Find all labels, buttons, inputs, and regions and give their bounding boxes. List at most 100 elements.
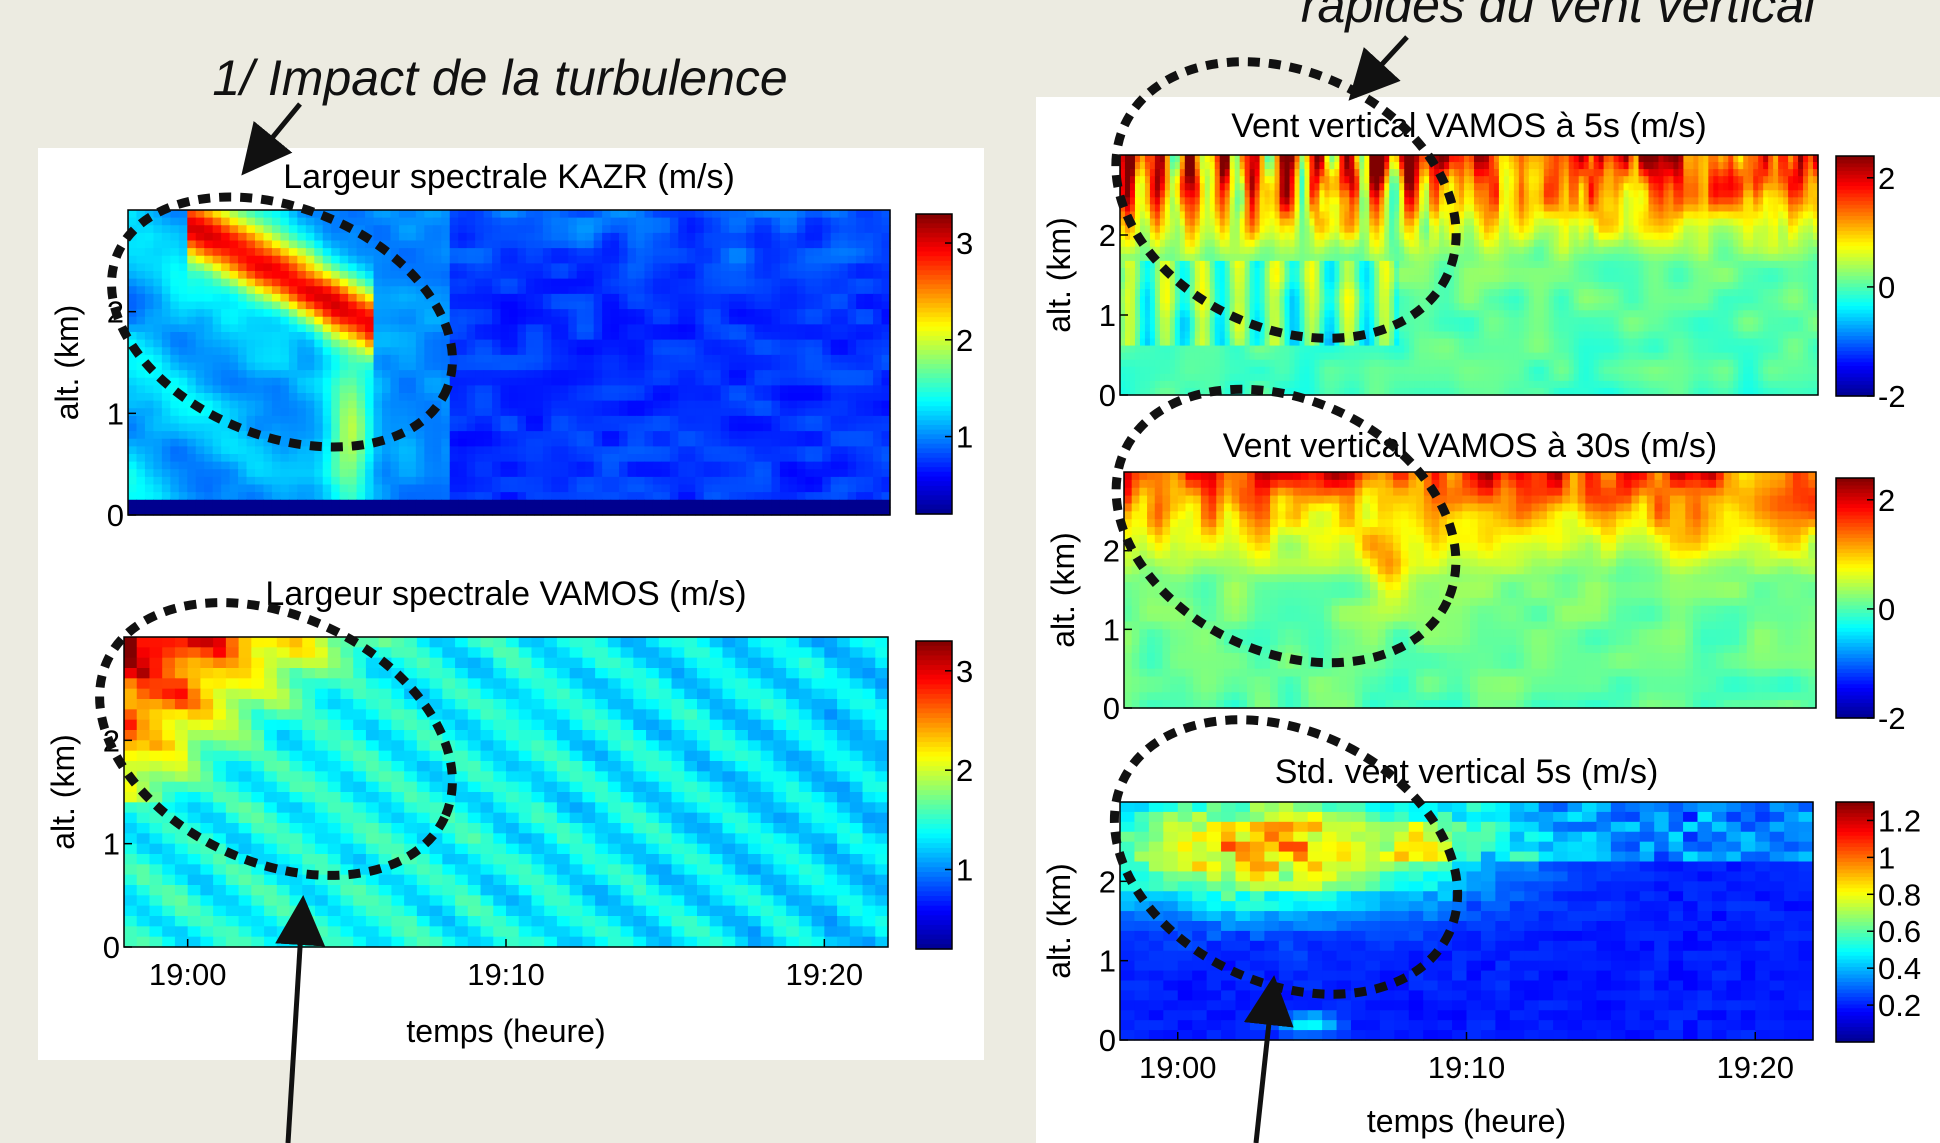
heatmap-cell [263, 499, 273, 508]
heatmap-cell [455, 647, 469, 659]
heatmap-cell [813, 217, 823, 226]
heatmap-cell [441, 332, 451, 341]
heatmap-cell [813, 370, 823, 379]
heatmap-cell [856, 232, 866, 242]
heatmap-cell [830, 476, 840, 486]
heatmap-cell [264, 730, 278, 741]
heatmap-cell [187, 719, 201, 731]
heatmap-cell [746, 499, 756, 508]
heatmap-cell [788, 240, 798, 249]
heatmap-cell [492, 377, 502, 386]
heatmap-cell [466, 240, 476, 249]
heatmap-cell [128, 278, 138, 287]
heatmap-cell [246, 362, 256, 371]
heatmap-cell [669, 385, 679, 394]
heatmap-cell [398, 393, 408, 402]
heatmap-cell [658, 843, 673, 855]
heatmap-cell [492, 431, 502, 440]
heatmap-cell [585, 492, 595, 501]
heatmap-cell [144, 408, 154, 417]
heatmap-cell [763, 377, 773, 386]
heatmap-cell [398, 423, 408, 432]
heatmap-cell [788, 354, 798, 364]
heatmap-cell [353, 699, 367, 710]
heatmap-cell [348, 423, 358, 432]
heatmap-cell [644, 438, 654, 447]
heatmap-cell [813, 377, 823, 386]
heatmap-cell [735, 678, 749, 690]
heatmap-cell [305, 332, 315, 341]
heatmap-cell [174, 761, 189, 772]
heatmap-cell [398, 377, 408, 386]
heatmap-cell [305, 423, 315, 432]
heatmap-cell [534, 438, 544, 447]
heatmap-cell [382, 423, 392, 432]
heatmap-cell [568, 263, 578, 272]
heatmap-cell [365, 792, 380, 803]
heatmap-cell [695, 461, 705, 470]
heatmap-cell [297, 339, 307, 348]
heatmap-cell [542, 492, 552, 501]
heatmap-cell [424, 232, 434, 242]
heatmap-cell [620, 843, 634, 855]
heatmap-cell [830, 324, 840, 333]
heatmap-cell [661, 499, 671, 508]
heatmap-cell [458, 385, 468, 394]
colorbar-step [916, 415, 952, 421]
heatmap-cell [391, 740, 405, 752]
heatmap-cell [779, 370, 789, 379]
heatmap-cell [822, 469, 832, 478]
heatmap-cell [602, 431, 612, 440]
heatmap-cell [455, 843, 469, 855]
heatmap-cell [305, 476, 315, 486]
heatmap-cell [873, 255, 883, 264]
heatmap-cell [238, 301, 248, 310]
heatmap-cell [365, 240, 375, 249]
heatmap-cell [585, 415, 595, 425]
heatmap-cell [373, 476, 383, 486]
heatmap-cell [449, 507, 459, 516]
heatmap-cell [568, 210, 578, 219]
heatmap-cell [875, 823, 889, 834]
heatmap-cell [610, 446, 620, 455]
heatmap-cell [492, 286, 502, 295]
heatmap-cell [398, 454, 408, 463]
heatmap-cell [365, 225, 375, 234]
heatmap-cell [620, 657, 634, 669]
heatmap-cell [712, 499, 722, 508]
heatmap-cell [652, 438, 662, 447]
heatmap-cell [720, 370, 730, 379]
heatmap-cell [697, 730, 711, 741]
heatmap-cell [441, 286, 451, 295]
heatmap-cell [678, 370, 688, 379]
heatmap-cell [627, 469, 637, 478]
heatmap-cell [534, 362, 544, 371]
heatmap-cell [517, 393, 527, 402]
heatmap-cell [458, 347, 468, 356]
heatmap-cell [542, 469, 552, 478]
heatmap-cell [407, 408, 417, 417]
heatmap-cell [276, 781, 291, 793]
heatmap-cell [873, 446, 883, 455]
heatmap-cell [492, 347, 502, 356]
colorbar-step [916, 490, 952, 496]
heatmap-cell [569, 802, 583, 814]
heatmap-cell [442, 771, 456, 783]
heatmap-cell [506, 730, 520, 741]
heatmap-cell [187, 377, 197, 386]
heatmap-cell [149, 740, 163, 752]
heatmap-cell [559, 461, 569, 470]
heatmap-cell [534, 225, 544, 234]
heatmap-cell [671, 833, 685, 845]
heatmap-cell [771, 271, 781, 280]
heatmap-cell [746, 492, 756, 501]
heatmap-cell [331, 354, 341, 364]
heatmap-cell [398, 293, 408, 303]
heatmap-cell [652, 263, 662, 272]
heatmap-cell [763, 370, 773, 379]
heatmap-cell [746, 263, 756, 272]
heatmap-cell [796, 507, 806, 516]
heatmap-cell [305, 431, 315, 440]
heatmap-cell [544, 750, 558, 762]
heatmap-cell [627, 377, 637, 386]
